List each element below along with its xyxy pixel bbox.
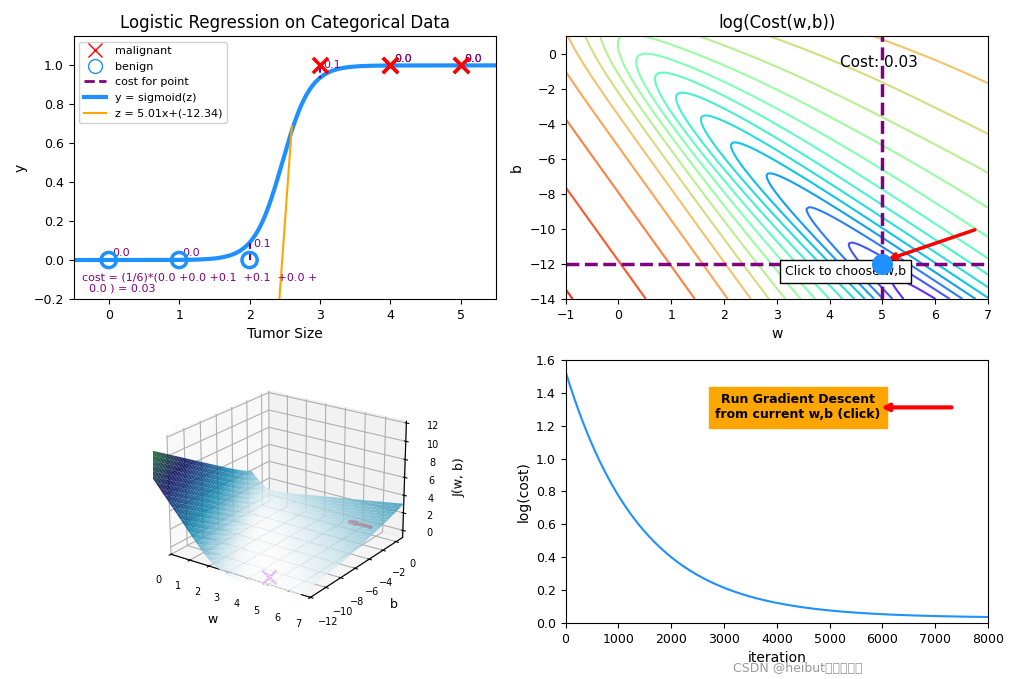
Text: 0.1: 0.1 (324, 60, 341, 70)
Text: 0.0: 0.0 (394, 54, 411, 64)
Text: 0.0: 0.0 (182, 248, 201, 258)
Text: Click to choose w,b: Click to choose w,b (785, 265, 906, 278)
X-axis label: w: w (208, 613, 218, 626)
Text: Run Gradient Descent
from current w,b (click): Run Gradient Descent from current w,b (c… (716, 393, 881, 422)
Text: 0.0: 0.0 (394, 54, 411, 64)
Point (171, 255, 187, 265)
Title: log(Cost(w,b)): log(Cost(w,b)) (718, 14, 836, 32)
Text: CSDN @heibut不相信眼泪: CSDN @heibut不相信眼泪 (733, 662, 862, 675)
Text: cost = (1/6)*(0.0 +0.0 +0.1  +0.1  +0.0 +
  0.0 ) = 0.03: cost = (1/6)*(0.0 +0.0 +0.1 +0.1 +0.0 + … (82, 272, 318, 294)
Text: 0.0: 0.0 (464, 54, 482, 64)
Point (453, 60, 469, 71)
Point (453, 60, 469, 71)
Title: Logistic Regression on Categorical Data: Logistic Regression on Categorical Data (120, 14, 450, 32)
Point (383, 60, 399, 71)
Point (312, 60, 328, 71)
Y-axis label: b: b (510, 163, 524, 172)
Legend: malignant, benign, cost for point, y = sigmoid(z), z = 5.01x+(-12.34): malignant, benign, cost for point, y = s… (79, 42, 227, 123)
Point (874, 259, 891, 270)
X-axis label: Tumor Size: Tumor Size (247, 327, 323, 342)
Y-axis label: b: b (390, 598, 398, 612)
Point (241, 255, 258, 265)
Text: 0.0: 0.0 (112, 248, 130, 258)
Text: Cost: 0.03: Cost: 0.03 (840, 54, 918, 70)
Y-axis label: log(cost): log(cost) (516, 461, 530, 522)
Text: 0.0: 0.0 (464, 54, 482, 64)
X-axis label: w: w (772, 327, 783, 342)
X-axis label: iteration: iteration (747, 651, 806, 665)
Y-axis label: y: y (14, 164, 27, 172)
Point (101, 255, 117, 265)
Text: 0.1: 0.1 (253, 240, 271, 249)
Point (383, 60, 399, 71)
